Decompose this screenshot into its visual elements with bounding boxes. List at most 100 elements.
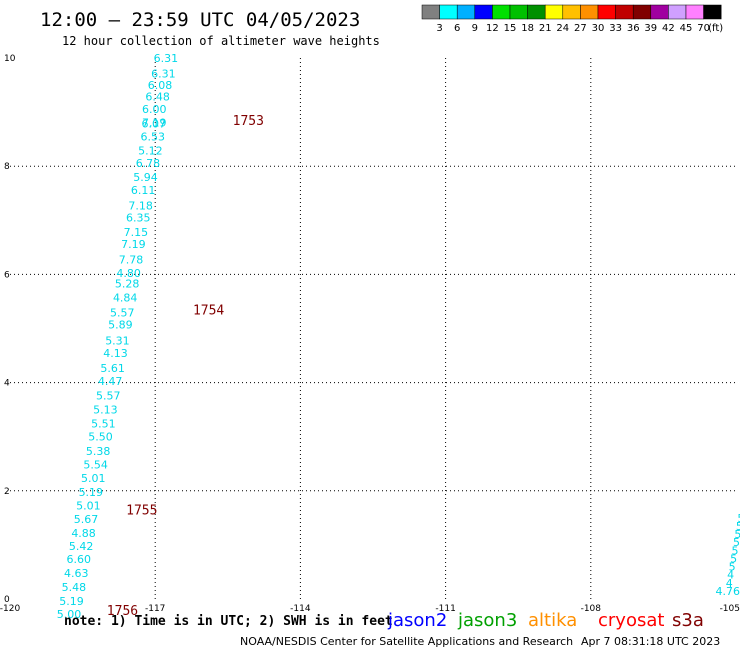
wave-height-label: 5.38 bbox=[86, 445, 111, 458]
color-scale-label: 15 bbox=[504, 23, 517, 34]
satellite-legend: jason2 jason3 altika cryosat s3a bbox=[387, 610, 704, 631]
color-scale-label: 33 bbox=[609, 23, 622, 34]
color-scale-unit: (ft) bbox=[708, 23, 723, 34]
color-swatch bbox=[615, 4, 634, 20]
x-tick-label: -111 bbox=[435, 604, 455, 614]
color-swatch bbox=[527, 4, 546, 20]
color-swatch bbox=[439, 4, 458, 20]
y-tick-label: 2 bbox=[4, 487, 10, 497]
color-swatch bbox=[703, 4, 722, 20]
chart-title: 12:00 — 23:59 UTC 04/05/2023 bbox=[40, 9, 360, 31]
y-axis-ticks: 0 2 4 6 8 10 bbox=[4, 54, 16, 605]
wave-height-label: 5.31 bbox=[105, 334, 130, 347]
wave-height-label: 5.19 bbox=[79, 486, 104, 499]
color-scale-label: 21 bbox=[539, 23, 552, 34]
color-swatch bbox=[421, 4, 440, 20]
x-tick-label: -105 bbox=[720, 604, 740, 614]
wave-height-label: 6.48 bbox=[145, 90, 170, 103]
wave-height-label: 6.53 bbox=[141, 130, 166, 143]
wave-height-label: 5.61 bbox=[100, 362, 125, 375]
wave-height-label: 4.80 bbox=[116, 267, 141, 280]
color-scale-label: 45 bbox=[680, 23, 693, 34]
wave-height-label: 5.00 bbox=[57, 608, 82, 621]
satellite-legend-entry: altika bbox=[528, 610, 577, 631]
wave-height-label: 5.57 bbox=[96, 390, 121, 403]
pass-time-label: 1756 bbox=[107, 604, 138, 619]
color-scale-label: 30 bbox=[592, 23, 605, 34]
wave-height-label: 5.28 bbox=[115, 278, 140, 291]
wave-height-label: 7.15 bbox=[124, 226, 149, 239]
color-scale-label: 36 bbox=[627, 23, 640, 34]
color-swatch bbox=[668, 4, 687, 20]
color-scale-label: 3 bbox=[436, 23, 442, 34]
color-swatch bbox=[580, 4, 599, 20]
color-swatch bbox=[544, 4, 564, 20]
wave-height-label: 5.54 bbox=[83, 458, 108, 471]
wave-height-label: 4 bbox=[726, 577, 733, 590]
color-swatch bbox=[509, 4, 528, 20]
wave-height-label: 7.19 bbox=[142, 116, 167, 129]
wave-height-label: 5.57 bbox=[110, 306, 135, 319]
wave-height-label: 5 bbox=[730, 552, 737, 565]
wave-height-label: 5.01 bbox=[76, 499, 101, 512]
wave-height-label: 5 bbox=[732, 544, 739, 557]
color-swatch bbox=[685, 4, 704, 20]
satellite-legend-entry: jason3 bbox=[457, 610, 517, 631]
wave-height-label: 6.78 bbox=[136, 157, 161, 170]
pass-time-label: 1754 bbox=[193, 304, 224, 319]
wave-height-label: 5.48 bbox=[62, 581, 87, 594]
wave-height-label: 5.89 bbox=[108, 319, 133, 332]
wave-height-label: 4.63 bbox=[64, 567, 89, 580]
color-swatch bbox=[632, 4, 652, 20]
y-tick-label: 4 bbox=[4, 379, 10, 389]
wave-height-label: 5 bbox=[734, 528, 740, 541]
wave-height-label: 4 bbox=[727, 569, 734, 582]
wave-height-label: 5 bbox=[729, 561, 736, 574]
y-tick-label: 6 bbox=[4, 270, 10, 280]
color-scale-bar: 3 6 9 12 15 18 21 24 27 30 33 36 39 42 45 70(ft) bbox=[421, 4, 723, 34]
wave-height-label: 6.60 bbox=[66, 553, 91, 566]
color-scale-label: 12 bbox=[486, 23, 499, 34]
color-scale-label: 18 bbox=[521, 23, 534, 34]
satellite-legend-entry: jason2 bbox=[387, 610, 447, 631]
color-swatch bbox=[597, 4, 616, 20]
wave-height-label: 4.88 bbox=[71, 527, 96, 540]
color-scale-label: 24 bbox=[556, 23, 569, 34]
wave-height-label: 5.19 bbox=[59, 595, 84, 608]
wave-height-label: 5.94 bbox=[133, 171, 158, 184]
wave-height-label: 5.50 bbox=[88, 431, 113, 444]
wave-height-label: 6.08 bbox=[148, 79, 173, 92]
wave-height-label: 5.13 bbox=[93, 404, 118, 417]
color-swatch bbox=[562, 4, 581, 20]
x-tick-label: -120 bbox=[0, 604, 20, 614]
footnote: note: 1) Time is in UTC; 2) SWH is in fe… bbox=[64, 614, 393, 629]
y-tick-label: 8 bbox=[4, 162, 10, 172]
wave-height-label: 6.35 bbox=[126, 212, 151, 225]
credit-text: NOAA/NESDIS Center for Satellite Applica… bbox=[240, 635, 573, 648]
plot-area: 0 2 4 6 8 10 -120 -117 -114 -111 -108 -105 6.31 6.3… bbox=[0, 52, 740, 621]
color-scale-label: 6 bbox=[454, 23, 460, 34]
generated-timestamp: Apr 7 08:31:18 UTC 2023 bbox=[581, 635, 720, 648]
satellite-legend-entry: s3a bbox=[672, 610, 704, 631]
color-swatch bbox=[650, 4, 669, 20]
wave-height-label: 6.31 bbox=[151, 68, 176, 81]
x-tick-label: -108 bbox=[581, 604, 602, 614]
wave-height-label: 6.31 bbox=[154, 52, 179, 65]
wave-height-label: 5 bbox=[733, 536, 740, 549]
wave-height-label: 4.47 bbox=[98, 375, 123, 388]
wave-height-label: 7.18 bbox=[128, 200, 153, 213]
wave-height-label: 5.12 bbox=[138, 145, 163, 158]
x-tick-label: -114 bbox=[290, 604, 311, 614]
chart-subtitle: 12 hour collection of altimeter wave hei… bbox=[62, 34, 380, 48]
grid-lines bbox=[10, 58, 736, 599]
wave-height-label: 7.19 bbox=[121, 238, 146, 251]
wave-height-label: 5.67 bbox=[74, 513, 99, 526]
wave-height-label: 7.78 bbox=[119, 253, 144, 266]
x-tick-label: -117 bbox=[145, 604, 165, 614]
wave-height-label: 4.84 bbox=[113, 292, 138, 305]
y-tick-label: 0 bbox=[4, 595, 10, 605]
wave-height-label: 5 bbox=[736, 520, 740, 533]
color-swatch bbox=[456, 4, 476, 20]
y-tick-label: 10 bbox=[4, 54, 16, 64]
wave-height-label: 6.11 bbox=[131, 184, 156, 197]
